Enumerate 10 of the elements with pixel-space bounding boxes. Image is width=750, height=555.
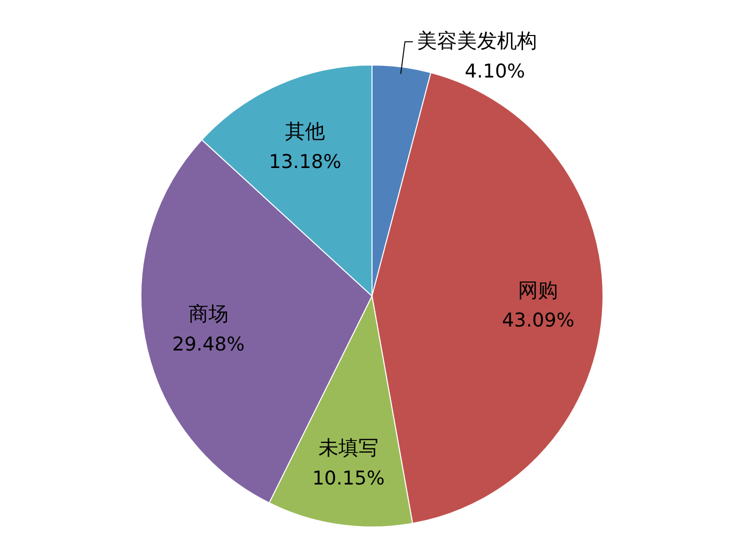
data-label: 29.48% bbox=[172, 333, 245, 356]
slice-label: 商场 bbox=[188, 301, 228, 326]
data-label: 4.10% bbox=[464, 60, 526, 83]
data-label: 13.18% bbox=[268, 150, 342, 173]
data-label: 43.09% bbox=[502, 310, 574, 332]
data-label: 10.15% bbox=[312, 468, 385, 490]
slice-label: 美容美发机构 bbox=[416, 28, 537, 53]
slice-label: 未填写 bbox=[318, 436, 378, 460]
slice-label: 网购 bbox=[518, 278, 558, 302]
slice-label: 其他 bbox=[285, 118, 326, 143]
